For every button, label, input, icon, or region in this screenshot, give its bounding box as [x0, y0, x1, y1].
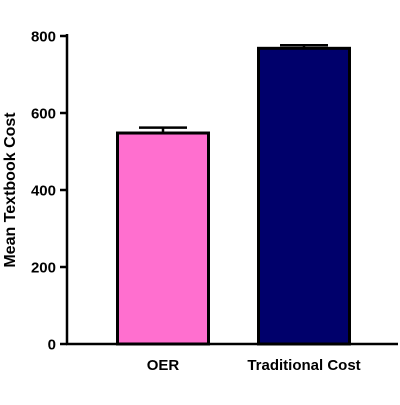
- axes-layer: [60, 34, 398, 346]
- y-tick-label-0: 0: [48, 337, 56, 354]
- x-tick-label-oer: OER: [147, 357, 180, 374]
- bar-oer: [116, 131, 210, 346]
- error-bars-layer: [139, 43, 328, 134]
- error-bar-traditional-cost: [280, 43, 328, 49]
- labels-layer: 0 200 400 600 800 OER Traditional Cost: [31, 29, 361, 375]
- bar-traditional-cost: [257, 46, 351, 346]
- bars-layer: [116, 46, 351, 346]
- x-tick-label-traditional-cost: Traditional Cost: [247, 357, 360, 374]
- error-bar-oer: [139, 126, 187, 134]
- y-tick-label-600: 600: [31, 106, 56, 123]
- y-axis-title: Mean Textbook Cost: [2, 112, 19, 268]
- y-tick-label-200: 200: [31, 260, 56, 277]
- y-tick-label-400: 400: [31, 183, 56, 200]
- y-tick-label-800: 800: [31, 29, 56, 46]
